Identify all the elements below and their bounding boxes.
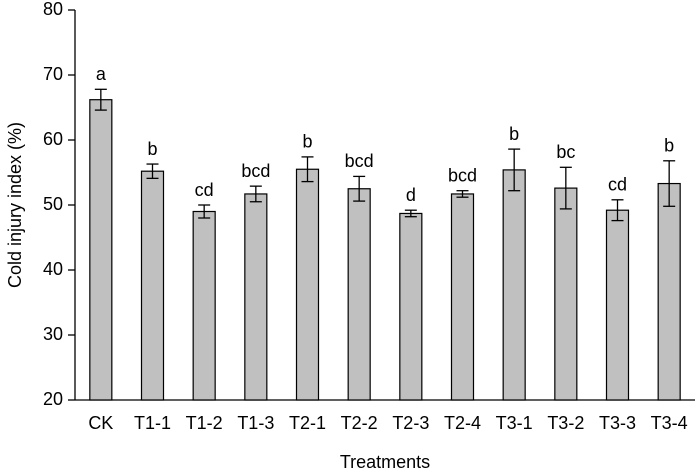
significance-letter: b [147,139,157,159]
x-axis-title: Treatments [340,452,430,472]
bar [244,193,268,401]
bar [140,170,165,401]
y-tick-label: 30 [43,324,63,344]
bar [399,212,423,401]
y-tick-label: 40 [43,259,63,279]
x-tick-label: T3-4 [651,413,688,433]
x-tick-label: T3-2 [547,413,584,433]
bar [450,193,475,401]
bar [554,187,578,401]
x-tick-label: T2-4 [444,413,481,433]
x-tick-label: CK [88,413,113,433]
significance-letter: bcd [345,151,374,171]
x-tick-label: T1-1 [134,413,171,433]
significance-letter: cd [608,175,627,195]
x-tick-label: T1-3 [237,413,274,433]
bar [192,210,216,401]
x-tick-label: T3-3 [599,413,636,433]
bar [295,168,320,401]
significance-letter: d [406,185,416,205]
x-tick-label: T3-1 [496,413,533,433]
y-tick-label: 20 [43,389,63,409]
bar [605,209,630,401]
significance-letter: bc [556,142,575,162]
x-tick-label: T2-1 [289,413,326,433]
bar [502,169,526,401]
y-axis-title: Cold injury index (%) [5,122,25,288]
significance-letter: b [509,124,519,144]
significance-letter: b [302,132,312,152]
y-tick-label: 80 [43,0,63,19]
y-tick-label: 70 [43,64,63,84]
bar [89,99,113,401]
significance-letter: b [664,136,674,156]
significance-letter: cd [195,180,214,200]
bar [657,182,681,401]
y-tick-label: 60 [43,129,63,149]
bar [347,188,371,401]
significance-letter: a [96,64,107,84]
x-tick-label: T2-2 [341,413,378,433]
y-tick-label: 50 [43,194,63,214]
x-tick-label: T2-3 [392,413,429,433]
x-tick-label: T1-2 [186,413,223,433]
significance-letter: bcd [241,161,270,181]
significance-letter: bcd [448,165,477,185]
